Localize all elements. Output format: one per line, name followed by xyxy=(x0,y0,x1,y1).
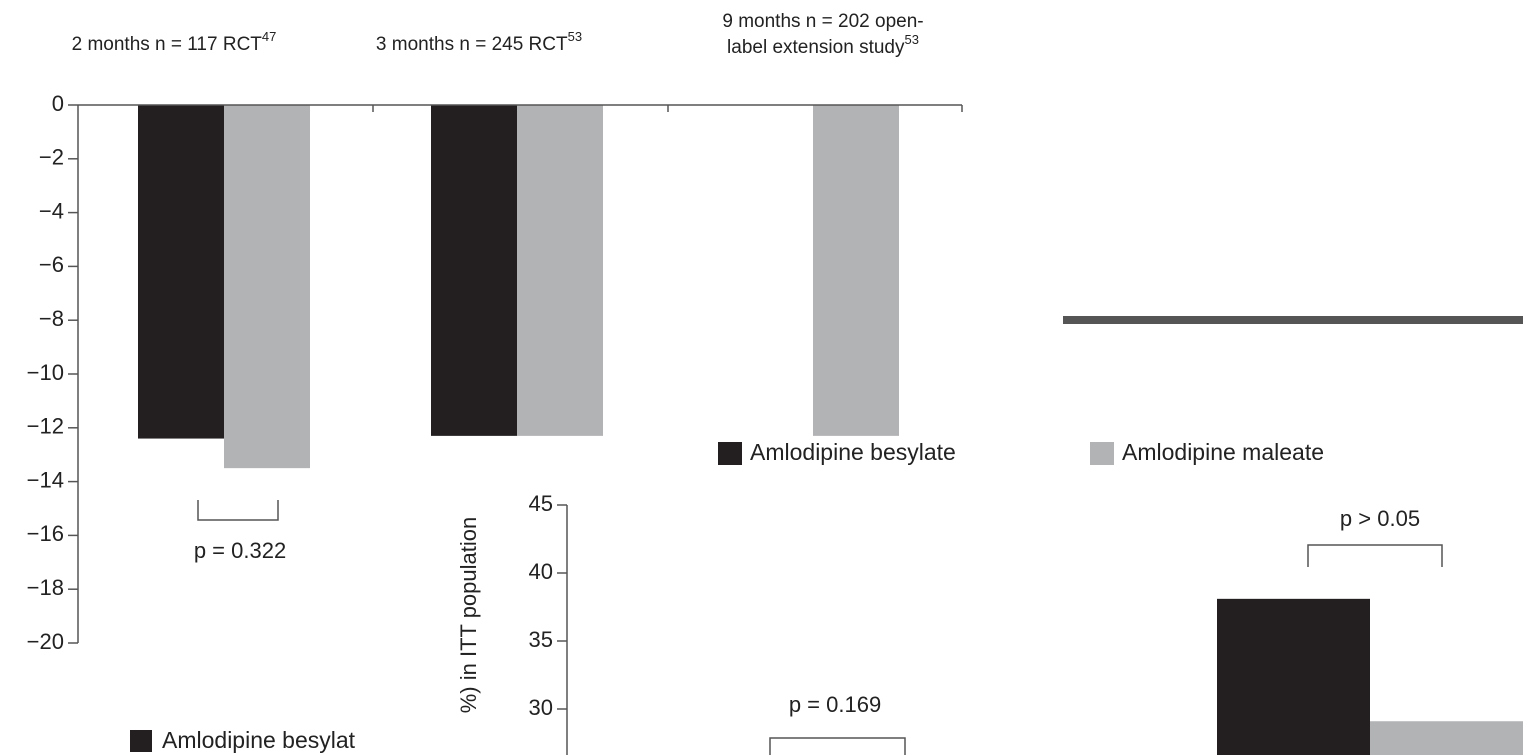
y-tick-label: −6 xyxy=(39,252,64,277)
y-axis-title: %) in ITT population xyxy=(456,517,481,713)
legend-label: Amlodipine besylate xyxy=(750,439,956,465)
category-text: 2 months n = 117 RCT xyxy=(72,34,263,55)
category-text: label extension study xyxy=(727,37,905,58)
bar xyxy=(517,105,603,436)
y-tick-label: −18 xyxy=(27,575,64,600)
legend-swatch xyxy=(718,442,742,465)
category-label: 9 months n = 202 open- xyxy=(722,11,923,32)
category-text: 9 months n = 202 open- xyxy=(722,11,923,32)
y-tick-label: −14 xyxy=(27,467,64,492)
bar xyxy=(138,105,224,439)
bar xyxy=(431,105,517,436)
p-value: p = 0.322 xyxy=(194,538,286,563)
category-superscript: 53 xyxy=(568,29,582,44)
p-value: p = 0.169 xyxy=(789,692,881,717)
bracket xyxy=(1307,544,1443,567)
y-tick-label: 30 xyxy=(529,695,553,720)
y-tick-label: 0 xyxy=(52,91,64,116)
category-superscript: 47 xyxy=(262,29,276,44)
category-label: 3 months n = 245 RCT53 xyxy=(376,29,582,55)
y-tick-label: 40 xyxy=(529,559,553,584)
category-superscript: 53 xyxy=(904,32,918,47)
category-label: label extension study53 xyxy=(727,32,919,58)
legend-swatch xyxy=(130,730,152,752)
y-tick-label: −4 xyxy=(39,198,64,223)
y-tick-label: −10 xyxy=(27,360,64,385)
y-tick-label: −12 xyxy=(27,414,64,439)
bar xyxy=(813,105,899,436)
bar xyxy=(1217,598,1370,755)
bracket xyxy=(769,737,906,755)
bar xyxy=(1370,721,1523,755)
y-tick-label: −2 xyxy=(39,145,64,170)
category-text: 3 months n = 245 RCT xyxy=(376,34,568,55)
y-tick-label: 35 xyxy=(529,627,553,652)
y-tick-label: −20 xyxy=(27,629,64,654)
legend-label: Amlodipine besylat xyxy=(162,727,356,753)
y-tick-label: 45 xyxy=(529,491,553,516)
y-tick-label: −16 xyxy=(27,521,64,546)
legend-label: Amlodipine maleate xyxy=(1122,439,1324,465)
bracket xyxy=(197,500,279,521)
p-value: p > 0.05 xyxy=(1340,506,1420,531)
y-tick-label: −8 xyxy=(39,306,64,331)
bar xyxy=(224,105,310,469)
category-label: 2 months n = 117 RCT47 xyxy=(72,29,277,55)
legend-swatch xyxy=(1090,442,1114,465)
